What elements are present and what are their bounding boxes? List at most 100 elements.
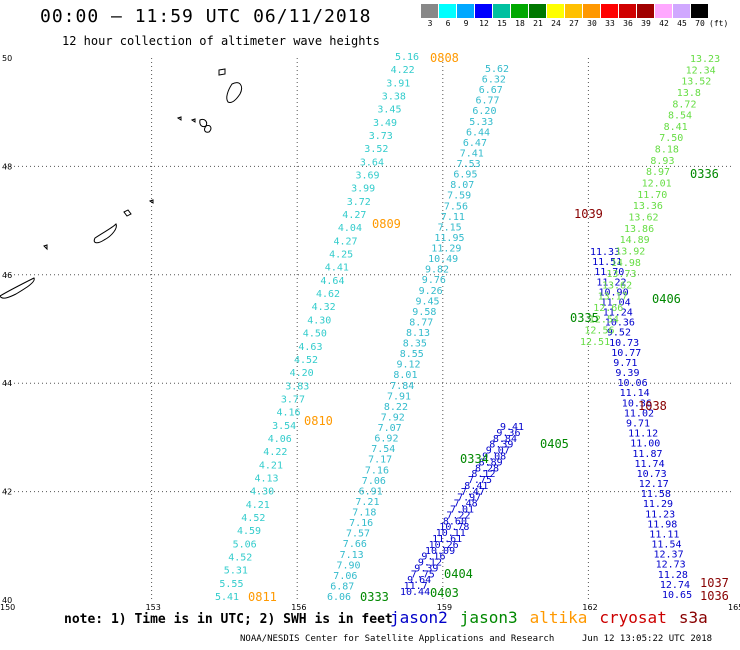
map-subtitle: 12 hour collection of altimeter wave hei… [62,34,380,48]
swh-observation: 13.8 [677,88,701,99]
swh-observation: 12.56 [584,326,614,337]
swh-observation: 5.31 [224,566,248,577]
color-scale-label: 24 [551,19,561,28]
swh-observation: 8.41 [664,122,688,133]
swh-observation: 11.00 [630,439,660,450]
swh-observation: 3.83 [285,381,309,392]
lat-tick-label: 46 [2,271,12,280]
swh-observation: 9.39 [615,368,639,379]
swh-observation: 4.21 [246,500,270,511]
map-grid [6,58,734,600]
swh-observation: 7.17 [368,455,392,466]
swh-observation: 9.41 [500,422,524,433]
map-title: 00:00 – 11:59 UTC 06/11/2018 [40,6,372,27]
swh-observation: 12.54 [589,314,619,325]
swh-observation: 9.08 [482,452,506,463]
island-3 [199,119,208,128]
swh-observation: 3.45 [377,105,401,116]
swh-observation: 4.50 [303,329,327,340]
pass-label: 1039 [574,207,603,221]
swh-observation: 7.07 [378,423,402,434]
color-scale-label: 21 [533,19,543,28]
swh-observation: 11.12 [628,429,658,440]
color-swatch [493,4,511,18]
swh-observation: 9.71 [626,419,650,430]
swh-observation: 13.52 [681,77,711,88]
color-scale-label: (ft) [709,19,729,28]
swh-observation: 7.66 [343,539,367,550]
swh-observation: 10.73 [609,338,639,349]
swh-observation: 4.30 [307,315,331,326]
swh-observation: 11.74 [635,459,665,470]
satellite-legend-jason2: jason2 [390,608,448,627]
swh-observation: 7.16 [365,465,389,476]
color-swatch [673,4,691,18]
swh-observation: 7.91 [387,391,411,402]
swh-observation: 13.36 [633,201,663,212]
swh-observation: 14.89 [620,235,650,246]
swh-observation: 9.36 [496,428,520,439]
swh-observation: 7.11 [441,212,465,223]
swh-observation: 12.66 [593,303,623,314]
swh-observation: 7.75 [411,569,435,580]
swh-observation: 7.47 [461,487,485,498]
swh-observation: 8.54 [668,111,692,122]
swh-observation: 13.86 [624,224,654,235]
pass-label: 0811 [248,590,277,604]
swh-observation: 11.29 [643,499,673,510]
swh-observation: 11.87 [632,449,662,460]
swh-observation: 11.33 [590,247,620,258]
swh-observation: 11.14 [620,388,650,399]
swh-observation: 4.06 [268,434,292,445]
swh-observation: 11.98 [647,519,677,530]
swh-observation: 10.11 [436,528,466,539]
swh-observation: 10.36 [605,318,635,329]
swh-observation: 3.99 [351,184,375,195]
color-scale-labels: 3 6 9 12 15 18 21 24 27 30 33 36 39 42 45 70 (ft) [421,19,729,28]
island-7 [0,277,35,299]
swh-observation: 8.28 [475,463,499,474]
swh-observation: 9.64 [407,575,431,586]
swh-observation: 11.70 [594,267,624,278]
island-5 [123,209,132,217]
swh-observation: 7.75 [468,475,492,486]
swh-observation: 4.04 [338,223,362,234]
land-masses [0,68,243,299]
swh-observation: 6.87 [330,581,354,592]
swh-observation: 6.06 [327,592,351,603]
swh-observation: 8.39 [489,440,513,451]
lon-tick-label: 156 [291,603,306,612]
swh-observation: 6.95 [453,170,477,181]
lon-tick-label: 159 [437,603,452,612]
swh-observation: 9.12 [397,360,421,371]
swh-observation: 8.41 [464,481,488,492]
swh-observation: 7.06 [362,476,386,487]
swh-observation: 3.91 [386,78,410,89]
satellite-legend: jason2 jason3 altika cryosat s3a [390,608,708,627]
color-swatch [547,4,565,18]
swh-observation: 3.49 [373,118,397,129]
swh-observation: 6.91 [359,486,383,497]
swh-observation: 3.77 [281,394,305,405]
swh-observation: 5.41 [215,592,239,603]
color-swatch [691,4,709,18]
swh-observation: 4.52 [228,553,252,564]
swh-observation: 9.16 [421,552,445,563]
swh-observation: 12.74 [660,580,690,591]
swh-observation: 6.44 [466,127,490,138]
axis-ticks: 150 153 156 159 162 165 50 48 46 44 42 40 [0,54,740,612]
swh-observation: 9.12 [418,558,442,569]
swh-observation: 7.18 [352,508,376,519]
color-scale-label: 33 [605,19,615,28]
pass-label: 0335 [570,311,599,325]
swh-observation: 7.01 [450,505,474,516]
color-swatch [619,4,637,18]
pass-label: 0809 [372,217,401,231]
swh-observation: 11.51 [592,257,622,268]
satellite-legend-altika: altika [529,608,588,627]
swh-observation: 8.22 [384,402,408,413]
swh-observation: 13.17 [598,292,628,303]
swh-observation: 8.77 [409,317,433,328]
color-swatch [511,4,529,18]
